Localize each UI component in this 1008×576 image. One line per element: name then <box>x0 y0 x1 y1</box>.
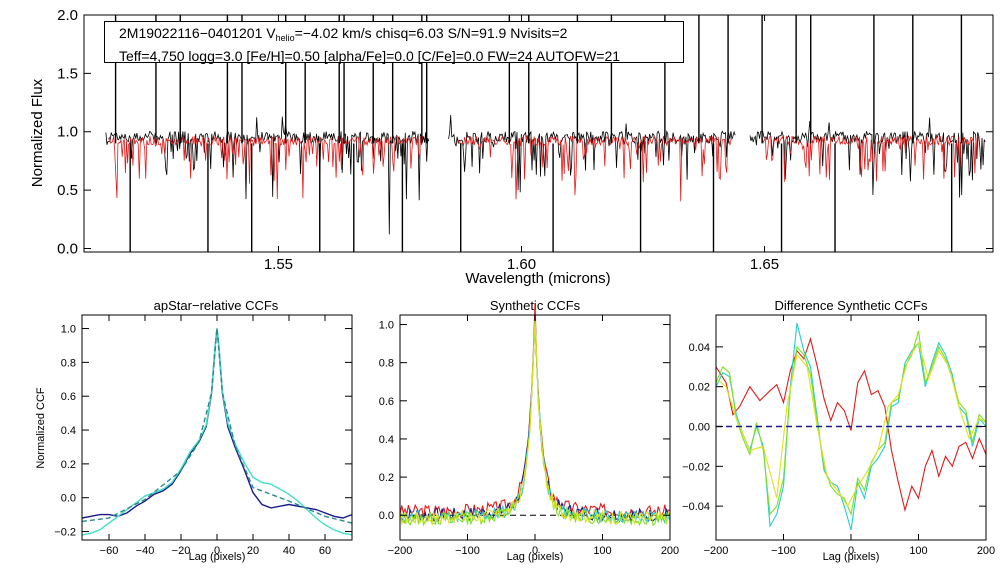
y-tick-label: −0.02 <box>682 461 710 473</box>
ccf-apstar-panel: apStar−relative CCFs −60 −40 −20 0 20 40 60 −0.… <box>35 298 353 563</box>
ccf-line-combined <box>81 328 353 524</box>
ccf-apstar-title: apStar−relative CCFs <box>154 298 279 313</box>
ccf-synthetic-frame <box>399 314 671 541</box>
nvisits: Nvisits=2 <box>510 25 568 41</box>
x-tick-label: 0 <box>848 545 854 557</box>
x-tick-label: 0 <box>214 545 220 557</box>
y-tick-label: 1.5 <box>57 65 78 82</box>
y-tick-label: 0.04 <box>689 342 710 354</box>
observed-spectrum-line <box>105 114 986 235</box>
ccf-difference-xlabel: Lag (pixels) <box>823 551 880 563</box>
y-tick-label: −0.04 <box>682 501 710 513</box>
ccf-apstar-lines <box>81 328 353 536</box>
y-tick-label: 1.0 <box>61 324 76 336</box>
ccf-apstar-ylabel: Normalized CCF <box>35 387 47 469</box>
x-tick-label: 60 <box>319 545 331 557</box>
y-tick-label: 0.0 <box>61 493 76 505</box>
y-tick-label: 0.6 <box>61 391 76 403</box>
ccf-synthetic-lines <box>399 303 671 527</box>
snr: S/N=91.9 <box>447 25 507 41</box>
ccf-apstar-frame <box>81 314 353 541</box>
y-tick-label: 1.0 <box>379 320 394 332</box>
y-tick-label: 0.6 <box>379 396 394 408</box>
vhelio-label: V <box>266 25 276 41</box>
diff-line-yellow <box>715 341 987 508</box>
ccf-apstar-xlabel: Lag (pixels) <box>189 551 246 563</box>
y-tick-label: 0.00 <box>689 422 710 434</box>
ccf-difference-lines <box>715 322 987 531</box>
spectrum-ticks: 1.55 1.60 1.65 0.0 0.5 1.0 1.5 2.0 <box>57 7 993 273</box>
y-tick-label: 0.8 <box>379 358 394 370</box>
spectrum-info-box: 2M19022116−0401201 Vhelio=−4.02 km/s chi… <box>104 21 684 64</box>
x-tick-label: 20 <box>247 545 259 557</box>
y-tick-label: 0.4 <box>379 434 394 446</box>
y-tick-label: 2.0 <box>57 7 78 24</box>
y-tick-label: 0.2 <box>61 459 76 471</box>
star-id: 2M19022116−0401201 <box>119 25 263 41</box>
vhelio-sub: helio <box>275 33 295 43</box>
ccf-difference-title: Difference Synthetic CCFs <box>775 298 928 313</box>
ccf-line-navy <box>399 319 671 524</box>
y-tick-label: 0.0 <box>57 240 78 257</box>
ccf-synthetic-xlabel: Lag (pixels) <box>507 551 564 563</box>
x-tick-label: 100 <box>909 545 927 557</box>
x-tick-label: 1.55 <box>264 256 293 273</box>
spectrum-panel: 1.55 1.60 1.65 0.0 0.5 1.0 1.5 2.0 Wavelength (… <box>29 7 994 287</box>
x-tick-label: 1.65 <box>750 256 779 273</box>
info-line-1: 2M19022116−0401201 Vhelio=−4.02 km/s chi… <box>119 24 683 47</box>
x-tick-label: −20 <box>172 545 191 557</box>
y-tick-label: 1.0 <box>57 124 78 141</box>
ccf-line-visit-2 <box>81 328 353 536</box>
x-tick-label: −60 <box>100 545 119 557</box>
spectrum-lines <box>105 15 986 252</box>
model-spectrum-line <box>107 135 979 202</box>
ccf-apstar-ticks: −60 −40 −20 0 20 40 60 −0.2 0.0 0.2 0.4 0.6 0.8 1.0 <box>54 315 352 557</box>
ccf-line-visit-1 <box>81 328 353 519</box>
spectrum-xlabel: Wavelength (microns) <box>465 270 610 287</box>
y-tick-label: 0.5 <box>57 182 78 199</box>
x-tick-label: 40 <box>283 545 295 557</box>
y-tick-label: −0.2 <box>54 527 76 539</box>
vhelio-value: =−4.02 km/s <box>294 25 372 41</box>
x-tick-label: −200 <box>704 545 729 557</box>
x-tick-label: 200 <box>661 545 679 557</box>
y-tick-label: 0.0 <box>379 510 394 522</box>
y-tick-label: 0.4 <box>61 425 76 437</box>
diff-line-red <box>715 336 987 513</box>
ccf-line-green <box>399 321 671 527</box>
spectrum-frame <box>83 14 994 253</box>
ccf-synthetic-panel: Synthetic CCFs −200 −100 0 100 2000.00.20.40… <box>379 298 679 563</box>
diff-line-green <box>715 330 987 516</box>
chisq: chisq=6.03 <box>375 25 444 41</box>
x-tick-label: 100 <box>593 545 611 557</box>
ccf-difference-panel: Difference Synthetic CCFs −200 −100 0 100 20… <box>682 298 995 563</box>
x-tick-label: 0 <box>532 545 538 557</box>
y-tick-label: 0.8 <box>61 357 76 369</box>
x-tick-label: −200 <box>388 545 413 557</box>
x-tick-label: −100 <box>455 545 480 557</box>
y-tick-label: 0.2 <box>379 472 394 484</box>
ccf-line-red <box>399 303 671 520</box>
y-tick-label: 0.02 <box>689 382 710 394</box>
info-line-2: Teff=4,750 logg=3.0 [Fe/H]=0.50 [alpha/F… <box>119 48 621 64</box>
x-tick-label: 200 <box>977 545 995 557</box>
spectrum-ylabel: Normalized Flux <box>29 78 46 187</box>
ccf-difference-ticks: −200 −100 0 100 200 −0.04 −0.02 0.00 0.02 0.04 <box>682 315 995 557</box>
x-tick-label: 1.60 <box>507 256 536 273</box>
ccf-line-cyan <box>399 320 671 525</box>
x-tick-label: −100 <box>771 545 796 557</box>
x-tick-label: −40 <box>136 545 155 557</box>
ccf-synthetic-ticks: −200 −100 0 100 200 0.0 0.2 0.4 0.6 0.8 1.0 <box>379 315 679 557</box>
ccf-line-yellow <box>399 319 671 526</box>
